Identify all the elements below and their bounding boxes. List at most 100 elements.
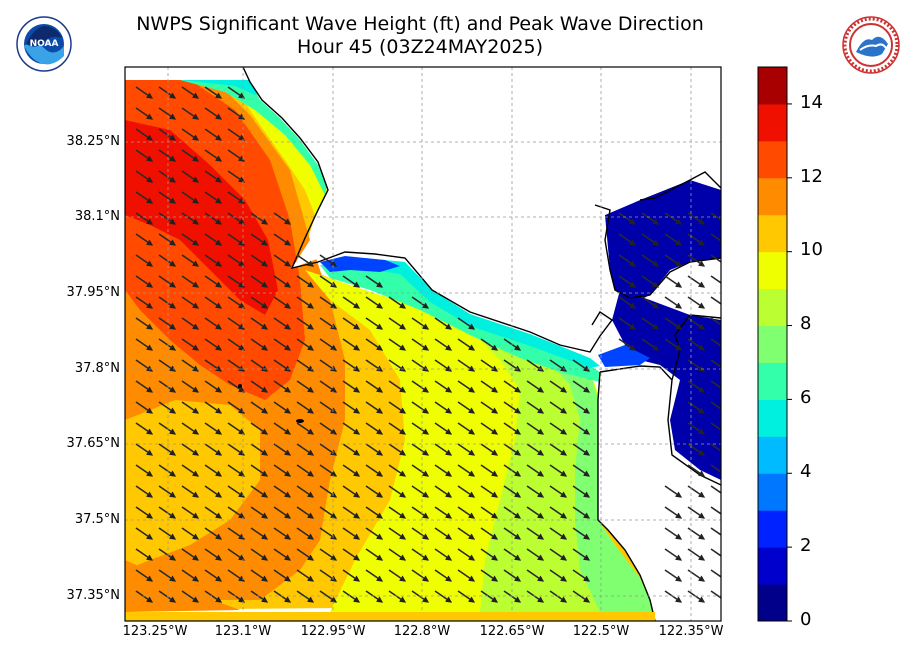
wave-arrow — [181, 590, 200, 603]
coastline-marin — [242, 67, 614, 353]
wave-arrow — [365, 527, 384, 540]
wave-arrow — [549, 401, 568, 414]
wave-arrow — [710, 506, 721, 519]
map-subtitle: Hour 45 (03Z24MAY2025) — [296, 36, 544, 58]
wave-arrow — [227, 338, 246, 351]
wave-arrow — [549, 464, 568, 477]
colorbar-frame — [757, 66, 788, 622]
wave-arrow — [296, 296, 315, 309]
wave-arrow — [572, 485, 591, 498]
band-10ft-sw — [125, 400, 260, 570]
wave-arrow — [457, 464, 476, 477]
wave-arrow — [181, 401, 200, 414]
wave-arrow — [273, 443, 292, 456]
colorbar-band — [758, 362, 787, 400]
wave-arrow — [181, 212, 200, 225]
wave-arrow — [204, 422, 223, 435]
wave-direction-arrows — [135, 86, 721, 603]
colorbar-label-8: 8 — [800, 313, 812, 334]
wave-arrow — [664, 254, 683, 267]
colorbar-band — [758, 140, 787, 179]
wave-arrow — [618, 296, 637, 309]
wave-arrow — [204, 275, 223, 288]
wave-arrow — [365, 317, 384, 330]
wave-arrow — [181, 443, 200, 456]
wave-arrow — [710, 338, 721, 351]
wave-arrow — [457, 401, 476, 414]
wave-arrow — [572, 401, 591, 414]
golden-gate-strait — [598, 345, 650, 367]
wave-arrow — [342, 401, 361, 414]
wave-arrow — [181, 275, 200, 288]
wave-arrow — [388, 443, 407, 456]
wave-arrow — [181, 191, 200, 204]
wave-arrow — [250, 380, 269, 393]
lat-label-1: 38.25°N — [66, 134, 120, 149]
wave-arrow — [135, 590, 154, 603]
wave-arrow — [250, 338, 269, 351]
wave-arrow — [250, 443, 269, 456]
wave-arrow — [227, 464, 246, 477]
wave-arrow — [526, 464, 545, 477]
wave-arrow — [457, 485, 476, 498]
wave-arrow — [526, 590, 545, 603]
wave-arrow — [250, 317, 269, 330]
wave-arrow — [480, 527, 499, 540]
wave-arrow — [204, 233, 223, 246]
wave-arrow — [434, 443, 453, 456]
wave-arrow — [296, 254, 315, 267]
wave-arrow — [710, 548, 721, 561]
wave-arrow — [641, 275, 660, 288]
wave-arrow — [342, 317, 361, 330]
wave-arrow — [158, 233, 177, 246]
wave-arrow — [549, 590, 568, 603]
wave-arrow — [204, 212, 223, 225]
wave-arrow — [434, 401, 453, 414]
wave-arrow — [411, 296, 430, 309]
wave-arrow — [365, 569, 384, 582]
wave-arrow — [388, 464, 407, 477]
wave-arrow — [457, 380, 476, 393]
wave-arrow — [227, 191, 246, 204]
wave-arrow — [227, 275, 246, 288]
wave-arrow — [503, 569, 522, 582]
wave-arrow — [296, 485, 315, 498]
wave-arrow — [710, 275, 721, 288]
wave-arrow — [250, 569, 269, 582]
wave-arrow — [135, 338, 154, 351]
wave-arrow — [273, 317, 292, 330]
wave-arrow — [204, 170, 223, 183]
wave-field — [125, 67, 721, 621]
wave-arrow — [342, 359, 361, 372]
wave-arrow — [342, 485, 361, 498]
wave-arrow — [227, 233, 246, 246]
wave-arrow — [457, 506, 476, 519]
wave-arrow — [250, 275, 269, 288]
wave-arrow — [158, 443, 177, 456]
wave-arrow — [158, 401, 177, 414]
wave-arrow — [227, 443, 246, 456]
coastline-bay-east — [667, 314, 721, 486]
wave-arrow — [158, 170, 177, 183]
wave-arrow — [135, 296, 154, 309]
wave-arrow — [664, 275, 683, 288]
wave-arrow — [296, 380, 315, 393]
wave-arrow — [434, 464, 453, 477]
wave-arrow — [273, 548, 292, 561]
wave-arrow — [549, 506, 568, 519]
band-north-strip-c2 — [180, 80, 265, 95]
wave-arrow — [342, 590, 361, 603]
wave-arrow — [365, 506, 384, 519]
wave-arrow — [365, 485, 384, 498]
wave-arrow — [549, 443, 568, 456]
wave-arrow — [549, 380, 568, 393]
wave-arrow — [572, 590, 591, 603]
wave-arrow — [572, 548, 591, 561]
wave-arrow — [618, 338, 637, 351]
colorbar-band — [758, 214, 787, 253]
wave-arrow — [273, 296, 292, 309]
wave-arrow — [227, 254, 246, 267]
wave-arrow — [250, 527, 269, 540]
wave-arrow — [158, 191, 177, 204]
wave-arrow — [526, 380, 545, 393]
